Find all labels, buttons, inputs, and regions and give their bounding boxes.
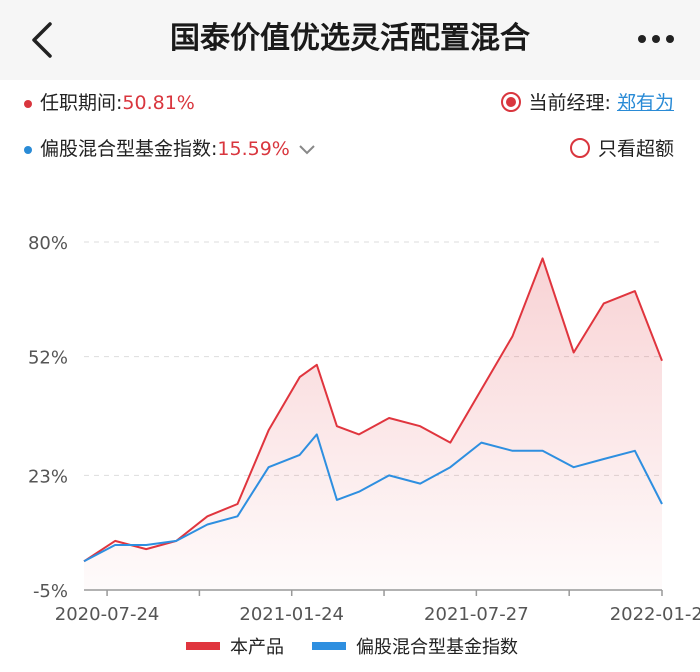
title-bar: 国泰价值优选灵活配置混合 [0, 0, 700, 80]
benchmark-row: 偏股混合型基金指数:15.59% 只看超额 [0, 132, 700, 166]
back-button[interactable] [24, 18, 64, 62]
y-tick-label: 52% [28, 348, 68, 369]
index-series-line [83, 433, 663, 563]
x-tick-label: 2021-01-24 [239, 604, 344, 625]
legend-swatch-product [186, 642, 220, 650]
radio-unselected-icon[interactable] [569, 137, 590, 158]
legend-index-label: 偏股混合型基金指数 [356, 637, 518, 658]
current-manager-option[interactable]: 当前经理: 郑有为 [500, 86, 674, 120]
manager-name-link[interactable]: 郑有为 [616, 92, 674, 114]
x-tick-label: 2022-01-28 [610, 604, 700, 625]
chart-canvas: 80% 52% 23% -5% 2020-07-24 2021-01-24 2021-07… [28, 233, 700, 625]
radio-selected-icon[interactable] [500, 91, 521, 112]
tenure-stat: 任职期间:50.81% [24, 86, 195, 120]
product-area [84, 258, 662, 590]
manager-label: 当前经理: [528, 92, 617, 114]
benchmark-value: 15.59% [217, 138, 290, 160]
tenure-label: 任职期间: [40, 92, 123, 114]
excess-only-label: 只看超额 [597, 138, 674, 160]
legend-swatch-index [312, 642, 346, 650]
performance-chart: 80% 52% 23% -5% 2020-07-24 2021-01-24 2021-07… [0, 210, 700, 672]
blue-dot-icon [24, 145, 32, 154]
more-dots-icon [638, 35, 674, 43]
excess-only-option[interactable]: 只看超额 [569, 132, 674, 166]
chart-legend: 本产品 偏股混合型基金指数 [0, 633, 700, 663]
x-tick-label: 2021-07-27 [424, 604, 529, 625]
y-tick-label: -5% [33, 581, 68, 602]
chevron-left-icon [32, 22, 52, 58]
page-title: 国泰价值优选灵活配置混合 [170, 21, 530, 56]
legend-product-label: 本产品 [230, 637, 284, 658]
product-series-line [83, 257, 663, 563]
benchmark-label: 偏股混合型基金指数: [40, 138, 218, 160]
chevron-down-icon[interactable] [298, 144, 316, 156]
tenure-row: 任职期间:50.81% 当前经理: 郑有为 [0, 86, 700, 120]
more-button[interactable] [634, 24, 678, 54]
benchmark-selector[interactable]: 偏股混合型基金指数:15.59% [24, 132, 316, 166]
x-tick-label: 2020-07-24 [55, 604, 160, 625]
legend-product: 本产品 [186, 633, 284, 663]
y-tick-label: 80% [28, 233, 68, 254]
red-dot-icon [24, 99, 32, 108]
y-tick-label: 23% [28, 466, 68, 487]
legend-index: 偏股混合型基金指数 [312, 633, 518, 663]
tenure-value: 50.81% [122, 92, 195, 114]
